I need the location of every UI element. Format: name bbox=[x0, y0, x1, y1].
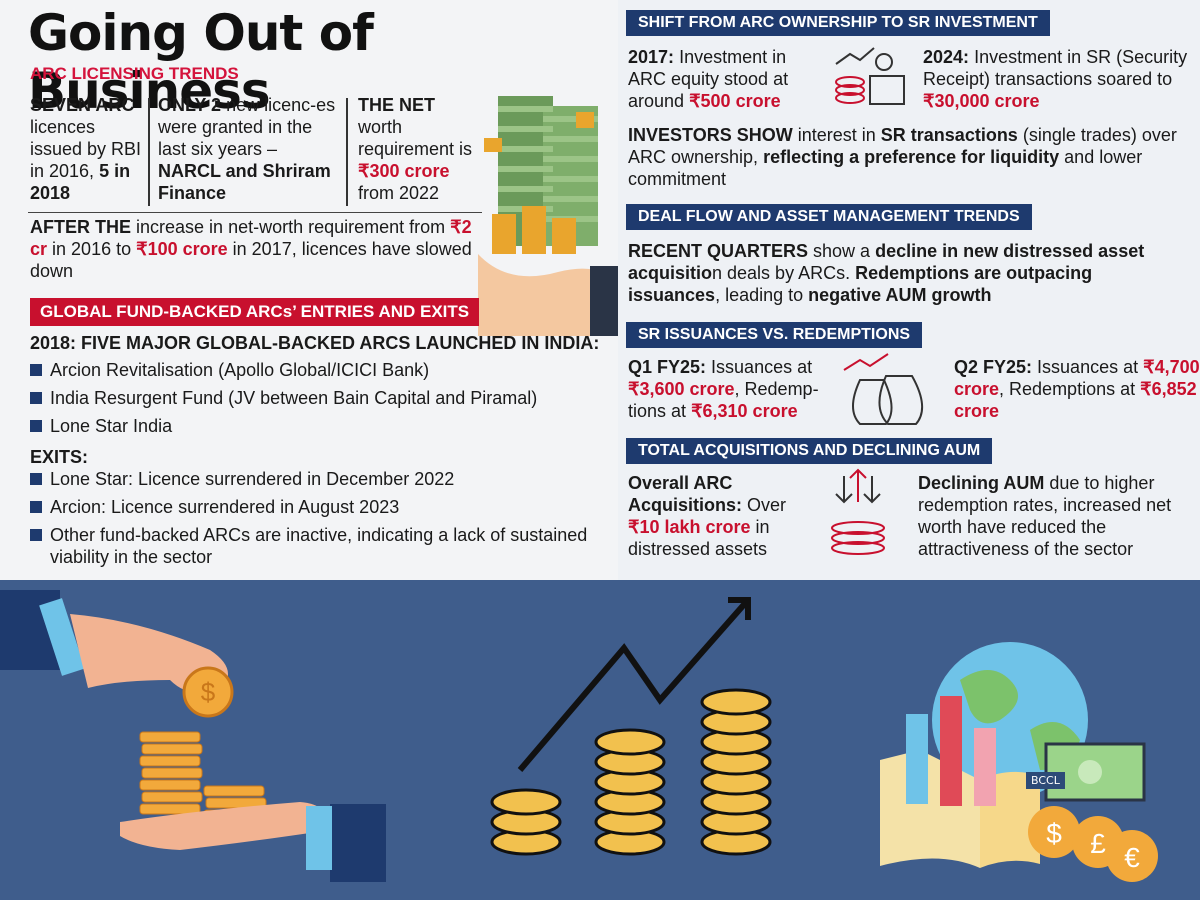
col2-bold2: NARCL and Shriram Finance bbox=[158, 161, 331, 203]
right-panel: SHIFT FROM ARC OWNERSHIP TO SR INVESTMEN… bbox=[618, 0, 1200, 580]
hand-coins-icon: $ bbox=[0, 590, 386, 882]
total-heading: TOTAL ACQUISITIONS AND DECLINING AUM bbox=[626, 438, 993, 464]
list-item: Arcion Revitalisation (Apollo Global/ICI… bbox=[30, 356, 610, 384]
after-red1: ₹2 cr bbox=[30, 217, 472, 259]
divider bbox=[346, 98, 348, 206]
total-acquisitions: Overall ARC Acquisitions: Over ₹10 lakh … bbox=[628, 473, 787, 559]
divider bbox=[148, 98, 150, 206]
col1-bold2: 5 in 2018 bbox=[30, 161, 131, 203]
licensing-col-1: SEVEN ARC licences issued by RBI in 2016… bbox=[30, 94, 142, 204]
sr-q1: Q1 FY25: Issuances at ₹3,600 crore, Rede… bbox=[628, 357, 819, 421]
bottom-illustration: $ bbox=[0, 580, 1200, 900]
dealflow-heading: DEAL FLOW AND ASSET MANAGEMENT TRENDS bbox=[626, 204, 1032, 230]
after-text3: in 2017, licences have slowed down bbox=[30, 239, 472, 281]
launched-list: Arcion Revitalisation (Apollo Global/ICI… bbox=[30, 356, 610, 440]
licensing-heading: ARC LICENSING TRENDS bbox=[30, 64, 239, 83]
money-bags-icon bbox=[843, 353, 923, 425]
after-text2: in 2016 to bbox=[52, 239, 132, 259]
bullet-icon bbox=[30, 392, 42, 404]
list-item: Other fund-backed ARCs are inactive, ind… bbox=[30, 524, 600, 568]
dealflow-text: RECENT QUARTERS show a decline in new di… bbox=[628, 241, 1145, 305]
page-title: Going Out of Business bbox=[28, 4, 374, 120]
svg-text:$: $ bbox=[201, 677, 216, 707]
after-bold: AFTER THE bbox=[30, 217, 131, 237]
col2-text: new licenc-es were granted in the last s… bbox=[158, 95, 336, 159]
sr-heading: SR ISSUANCES VS. REDEMPTIONS bbox=[626, 322, 923, 348]
shift-2024: 2024: Investment in SR (Security Receipt… bbox=[923, 47, 1188, 111]
separator bbox=[28, 212, 482, 213]
left-panel: Going Out of Business ARC LICENSING TREN… bbox=[0, 0, 618, 580]
svg-text:€: € bbox=[1124, 842, 1140, 873]
growth-chart-coins-icon bbox=[835, 47, 905, 105]
licensing-after: AFTER THE increase in net-worth requirem… bbox=[30, 216, 480, 282]
list-item: Lone Star India bbox=[30, 412, 610, 440]
svg-text:£: £ bbox=[1090, 828, 1106, 859]
illustration-scene: $ bbox=[0, 590, 1158, 882]
arrows-coins-icon bbox=[831, 468, 885, 555]
list-item: Arcion: Licence surrendered in August 20… bbox=[30, 496, 600, 518]
bullet-icon bbox=[30, 501, 42, 513]
launch-heading: 2018: FIVE MAJOR GLOBAL-BACKED ARCS LAUN… bbox=[30, 333, 600, 353]
shift-2017: 2017: Investment in ARC equity stood at … bbox=[628, 47, 789, 111]
col3-bold: THE NET bbox=[358, 95, 436, 115]
svg-text:$: $ bbox=[1046, 818, 1062, 849]
sr-q2: Q2 FY25: Issuances at ₹4,700 crore, Rede… bbox=[954, 357, 1200, 421]
global-heading: GLOBAL FUND-BACKED ARCs’ ENTRIES AND EXI… bbox=[30, 298, 480, 326]
licensing-col-2: ONLY 2 new licenc-es were granted in the… bbox=[158, 94, 336, 204]
col1-text: licences issued by RBI in 2016, bbox=[30, 117, 142, 181]
bullet-icon bbox=[30, 529, 42, 541]
total-aum: Declining AUM due to higher redemption r… bbox=[918, 473, 1172, 559]
exits-heading: EXITS: bbox=[30, 447, 89, 467]
col2-bold: ONLY 2 bbox=[158, 95, 222, 115]
col1-bold: SEVEN ARC bbox=[30, 95, 135, 115]
watermark-label: BCCL bbox=[1026, 772, 1065, 789]
col3-text2: from 2022 bbox=[358, 183, 440, 203]
after-red2: ₹100 crore bbox=[136, 239, 228, 259]
list-item: Lone Star: Licence surrendered in Decemb… bbox=[30, 468, 600, 490]
investors-text: INVESTORS SHOW interest in SR transactio… bbox=[628, 125, 1177, 189]
rising-coins-icon bbox=[490, 597, 772, 856]
exits-list: Lone Star: Licence surrendered in Decemb… bbox=[30, 468, 600, 568]
shift-heading: SHIFT FROM ARC OWNERSHIP TO SR INVESTMEN… bbox=[626, 10, 1050, 36]
bullet-icon bbox=[30, 420, 42, 432]
currency-icon: $ £ € bbox=[1028, 742, 1158, 882]
list-item: India Resurgent Fund (JV between Bain Ca… bbox=[30, 384, 610, 412]
after-text1: increase in net-worth requirement from bbox=[136, 217, 446, 237]
licensing-col-3: THE NET worth requirement is ₹300 crore … bbox=[358, 94, 484, 204]
bullet-icon bbox=[30, 473, 42, 485]
money-stack-icon bbox=[478, 96, 618, 336]
col3-red: ₹300 crore bbox=[358, 161, 450, 181]
col3-text: worth requirement is bbox=[358, 117, 473, 159]
bullet-icon bbox=[30, 364, 42, 376]
